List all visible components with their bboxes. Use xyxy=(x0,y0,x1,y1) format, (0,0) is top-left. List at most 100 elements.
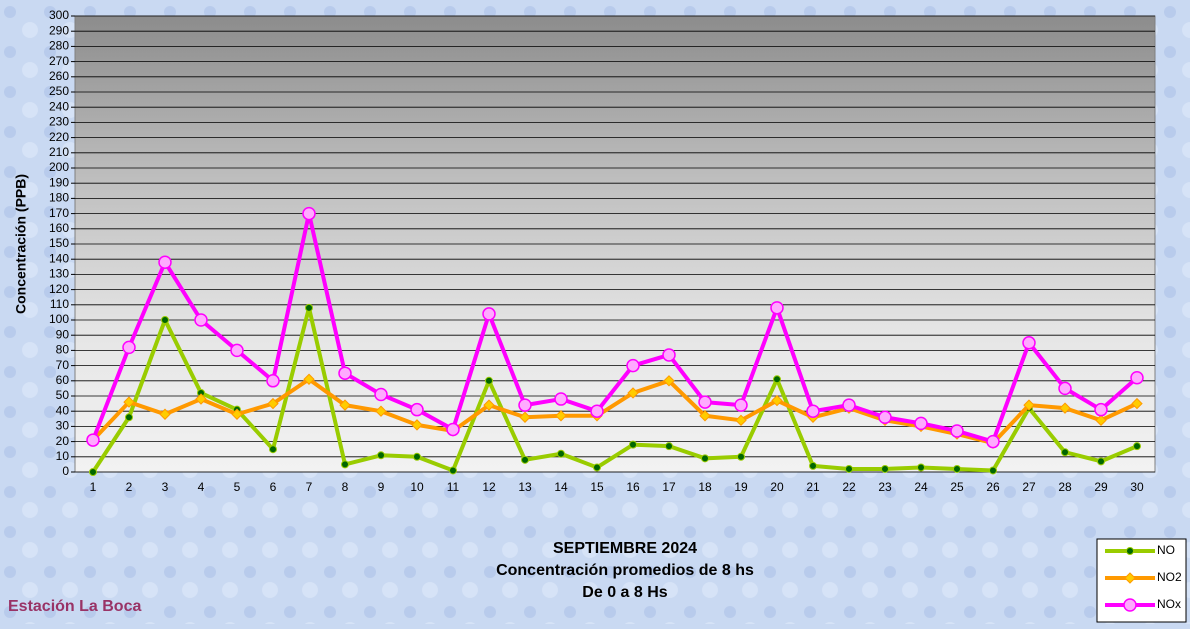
marker xyxy=(699,410,711,422)
marker xyxy=(1059,402,1071,414)
y-tick-label: 140 xyxy=(49,251,69,265)
marker xyxy=(125,413,133,422)
marker xyxy=(734,398,748,412)
marker xyxy=(158,255,172,269)
y-tick-label: 220 xyxy=(49,130,69,144)
marker xyxy=(122,340,136,355)
x-tick-label: 24 xyxy=(914,480,928,494)
y-tick-label: 50 xyxy=(56,388,70,402)
y-tick-label: 210 xyxy=(49,145,69,159)
marker xyxy=(413,452,421,461)
marker xyxy=(267,397,279,410)
series-line xyxy=(91,305,1138,474)
x-tick-label: 20 xyxy=(770,480,784,494)
y-tick-label: 230 xyxy=(49,115,69,129)
x-tick-label: 12 xyxy=(482,480,496,494)
marker xyxy=(914,416,928,431)
marker xyxy=(483,399,495,411)
marker xyxy=(161,316,169,324)
marker xyxy=(986,434,1000,449)
y-axis-label: Concentración (PPB) xyxy=(13,174,29,314)
y-tick-label: 30 xyxy=(56,419,70,433)
marker xyxy=(557,449,565,458)
y-tick-label: 100 xyxy=(49,312,69,326)
y-tick-label: 80 xyxy=(56,343,70,357)
x-tick-label: 18 xyxy=(698,480,712,494)
y-tick-label: 270 xyxy=(49,54,69,68)
x-tick-label: 25 xyxy=(950,480,964,494)
x-tick-label: 5 xyxy=(234,480,241,494)
y-tick-label: 170 xyxy=(49,206,69,220)
marker xyxy=(230,343,244,358)
marker xyxy=(555,410,567,422)
y-tick-label: 260 xyxy=(49,69,69,83)
marker xyxy=(266,374,280,388)
legend-label: NO2 xyxy=(1157,570,1182,584)
y-tick-label: 300 xyxy=(49,8,69,22)
y-tick-label: 10 xyxy=(56,449,70,463)
marker xyxy=(375,405,387,417)
marker xyxy=(735,414,747,427)
marker xyxy=(302,206,316,221)
x-tick-label: 23 xyxy=(878,480,892,494)
marker xyxy=(231,408,243,420)
marker xyxy=(1058,381,1072,396)
marker xyxy=(770,301,784,315)
x-tick-label: 29 xyxy=(1094,480,1108,494)
x-tick-label: 8 xyxy=(342,480,349,494)
marker xyxy=(1061,448,1069,457)
marker xyxy=(446,422,460,437)
marker xyxy=(809,461,817,470)
x-tick-label: 2 xyxy=(126,480,133,494)
chart-subtitle: De 0 a 8 Hs xyxy=(582,584,667,601)
marker xyxy=(411,419,423,431)
marker xyxy=(303,373,315,385)
marker xyxy=(374,387,388,402)
marker xyxy=(1097,457,1105,466)
x-tick-label: 17 xyxy=(662,480,676,494)
marker xyxy=(339,399,351,411)
marker xyxy=(521,455,529,464)
marker xyxy=(917,463,925,472)
marker xyxy=(195,393,207,405)
x-tick-label: 28 xyxy=(1058,480,1072,494)
y-tick-label: 150 xyxy=(49,236,69,250)
marker xyxy=(662,348,676,362)
x-tick-label: 11 xyxy=(447,480,460,494)
y-tick-label: 70 xyxy=(56,358,70,372)
series-line xyxy=(91,377,1138,446)
y-tick-label: 160 xyxy=(49,221,69,235)
x-tick-label: 4 xyxy=(198,480,205,494)
marker xyxy=(1123,598,1137,612)
marker xyxy=(1133,442,1141,451)
marker xyxy=(1023,399,1035,411)
y-tick-label: 20 xyxy=(56,434,70,448)
y-tick-label: 90 xyxy=(56,327,70,341)
y-tick-label: 0 xyxy=(62,464,69,478)
legend-label: NO xyxy=(1157,543,1175,557)
marker xyxy=(737,452,745,461)
x-tick-label: 3 xyxy=(162,480,169,494)
x-tick-label: 21 xyxy=(806,480,820,494)
x-tick-label: 10 xyxy=(410,480,424,494)
marker xyxy=(1124,572,1136,584)
x-tick-label: 30 xyxy=(1130,480,1144,494)
x-tick-label: 9 xyxy=(378,480,385,494)
x-tick-label: 14 xyxy=(554,480,568,494)
y-tick-label: 40 xyxy=(56,403,70,417)
marker xyxy=(1094,402,1108,417)
chart-title: SEPTIEMBRE 2024 xyxy=(553,540,697,557)
marker xyxy=(305,303,313,312)
x-tick-label: 26 xyxy=(986,480,1000,494)
marker xyxy=(519,411,531,423)
marker xyxy=(341,460,349,469)
marker xyxy=(1130,371,1144,385)
marker xyxy=(665,442,673,451)
marker xyxy=(123,396,135,408)
x-tick-label: 7 xyxy=(306,480,313,494)
marker xyxy=(698,395,712,409)
marker xyxy=(593,463,601,472)
x-tick-label: 6 xyxy=(270,480,277,494)
y-tick-label: 280 xyxy=(49,39,69,53)
marker xyxy=(86,433,100,447)
